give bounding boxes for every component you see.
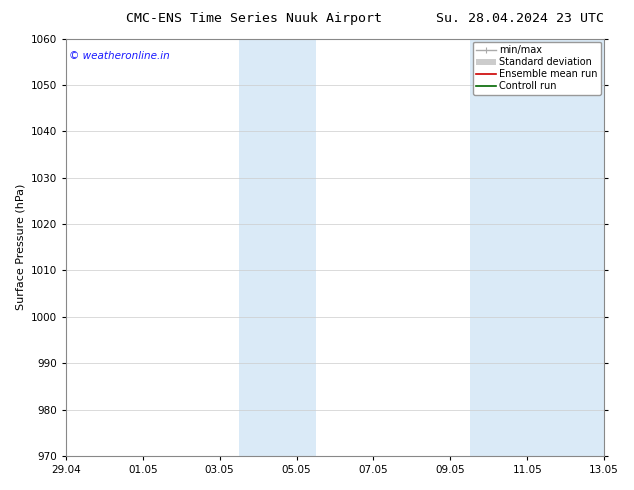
Bar xyxy=(470,39,604,456)
Text: Su. 28.04.2024 23 UTC: Su. 28.04.2024 23 UTC xyxy=(436,12,604,25)
Text: © weatheronline.in: © weatheronline.in xyxy=(68,51,169,61)
Legend: min/max, Standard deviation, Ensemble mean run, Controll run: min/max, Standard deviation, Ensemble me… xyxy=(472,42,601,95)
Bar xyxy=(239,39,316,456)
Y-axis label: Surface Pressure (hPa): Surface Pressure (hPa) xyxy=(15,184,25,311)
Text: CMC-ENS Time Series Nuuk Airport: CMC-ENS Time Series Nuuk Airport xyxy=(126,12,382,25)
